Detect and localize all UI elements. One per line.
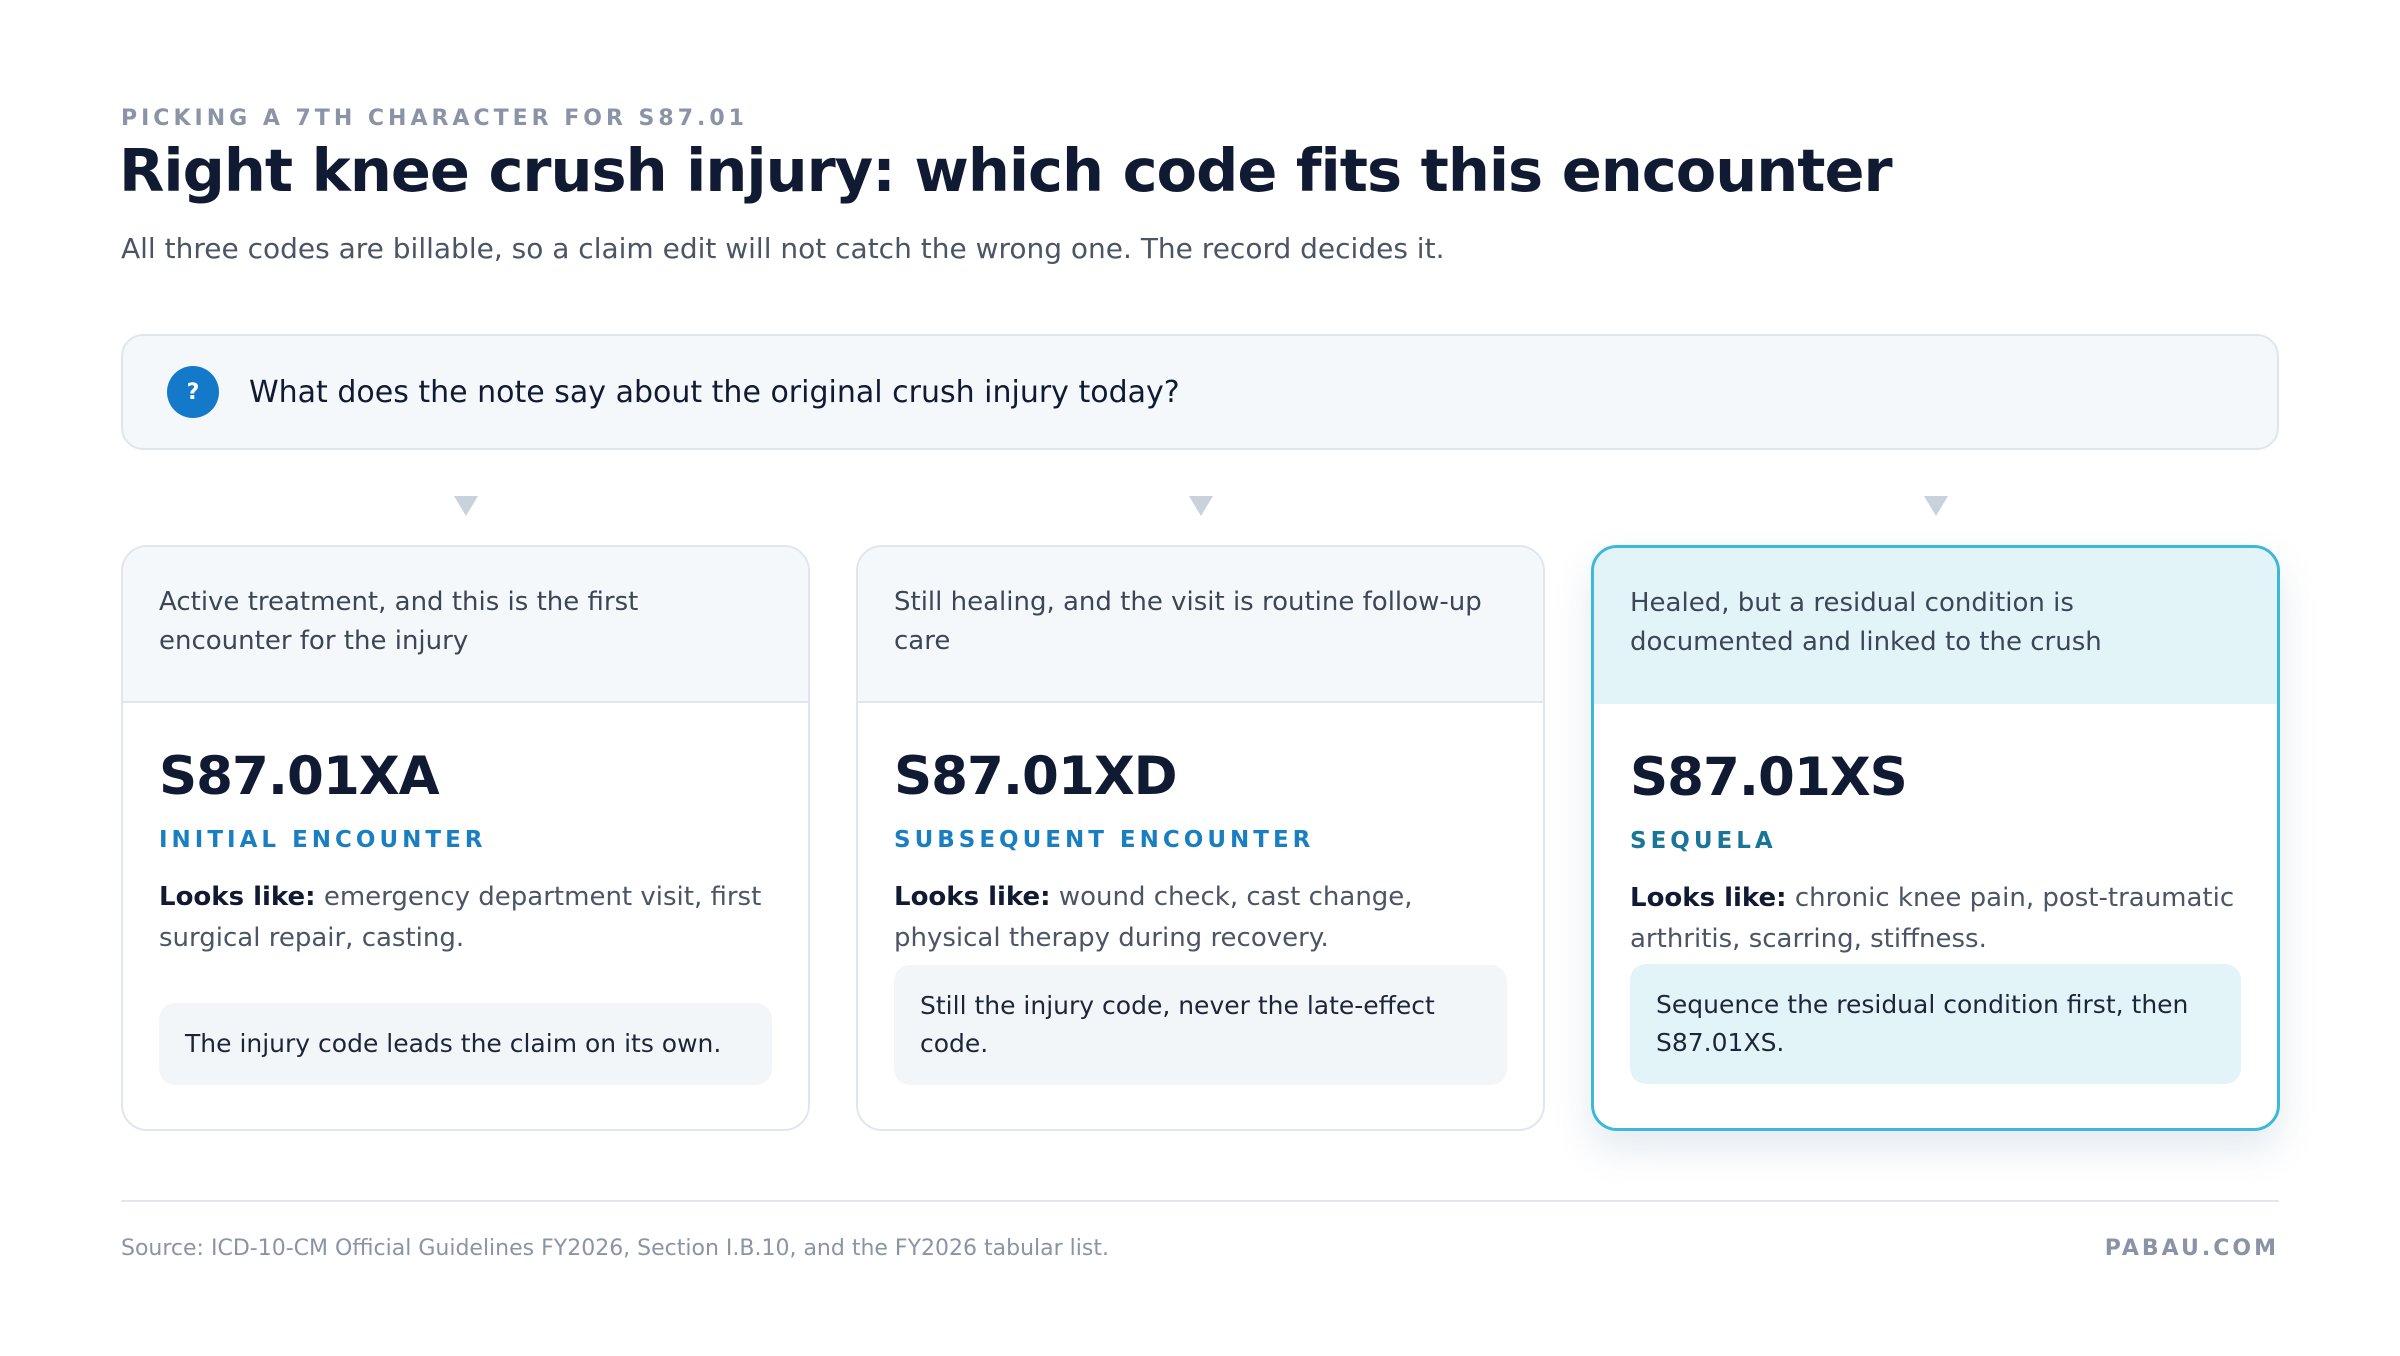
card-body: S87.01XA INITIAL ENCOUNTER Looks like: eme… [123, 703, 808, 1129]
looks-like: Looks like: emergency department visit, … [159, 877, 772, 959]
code: S87.01XA [159, 746, 440, 807]
looks-like-label: Looks like: [1630, 883, 1787, 913]
looks-like-label: Looks like: [159, 882, 316, 912]
arrow [1188, 496, 1213, 516]
card-condition: Still healing, and the visit is routine … [858, 547, 1543, 703]
arrow [453, 496, 478, 516]
looks-like-label: Looks like: [894, 882, 1051, 912]
card-note: Sequence the residual condition first, t… [1630, 964, 2241, 1084]
card-body: S87.01XD SUBSEQUENT ENCOUNTER Looks like: … [858, 703, 1543, 1129]
arrow [1923, 496, 1948, 516]
code-label: SEQUELA [1630, 828, 1777, 854]
code-card: Still healing, and the visit is routine … [856, 545, 1545, 1131]
source: Source: ICD-10-CM Official Guidelines FY… [121, 1236, 1109, 1261]
looks-like: Looks like: wound check, cast change, ph… [894, 877, 1507, 959]
code-label: INITIAL ENCOUNTER [159, 827, 487, 853]
code-card: Healed, but a residual condition is docu… [1591, 545, 2280, 1131]
looks-like-text: emergency department visit, first surgic… [159, 882, 762, 953]
divider [121, 1200, 2279, 1202]
looks-like-text: chronic knee pain, post-traumatic arthri… [1630, 883, 2235, 954]
looks-like-text: wound check, cast change, physical thera… [894, 882, 1413, 953]
code: S87.01XD [894, 746, 1178, 807]
question-box: ? What does the note say about the origi… [121, 334, 2279, 450]
card-note: The injury code leads the claim on its o… [159, 1003, 772, 1085]
card-condition: Healed, but a residual condition is docu… [1594, 548, 2277, 704]
code-card: Active treatment, and this is the first … [121, 545, 810, 1131]
looks-like: Looks like: chronic knee pain, post-trau… [1630, 878, 2241, 960]
question-icon: ? [167, 366, 219, 418]
subtitle: All three codes are billable, so a claim… [121, 232, 1445, 265]
card-condition: Active treatment, and this is the first … [123, 547, 808, 703]
title: Right knee crush injury: which code fits… [119, 136, 1893, 205]
eyebrow: PICKING A 7TH CHARACTER FOR S87.01 [121, 106, 748, 131]
code-label: SUBSEQUENT ENCOUNTER [894, 827, 1315, 853]
code: S87.01XS [1630, 747, 1908, 808]
brand: PABAU.COM [2104, 1236, 2279, 1261]
question-text: What does the note say about the origina… [249, 374, 1180, 410]
card-note: Still the injury code, never the late-ef… [894, 965, 1507, 1085]
card-body: S87.01XS SEQUELA Looks like: chronic knee … [1594, 704, 2277, 1128]
